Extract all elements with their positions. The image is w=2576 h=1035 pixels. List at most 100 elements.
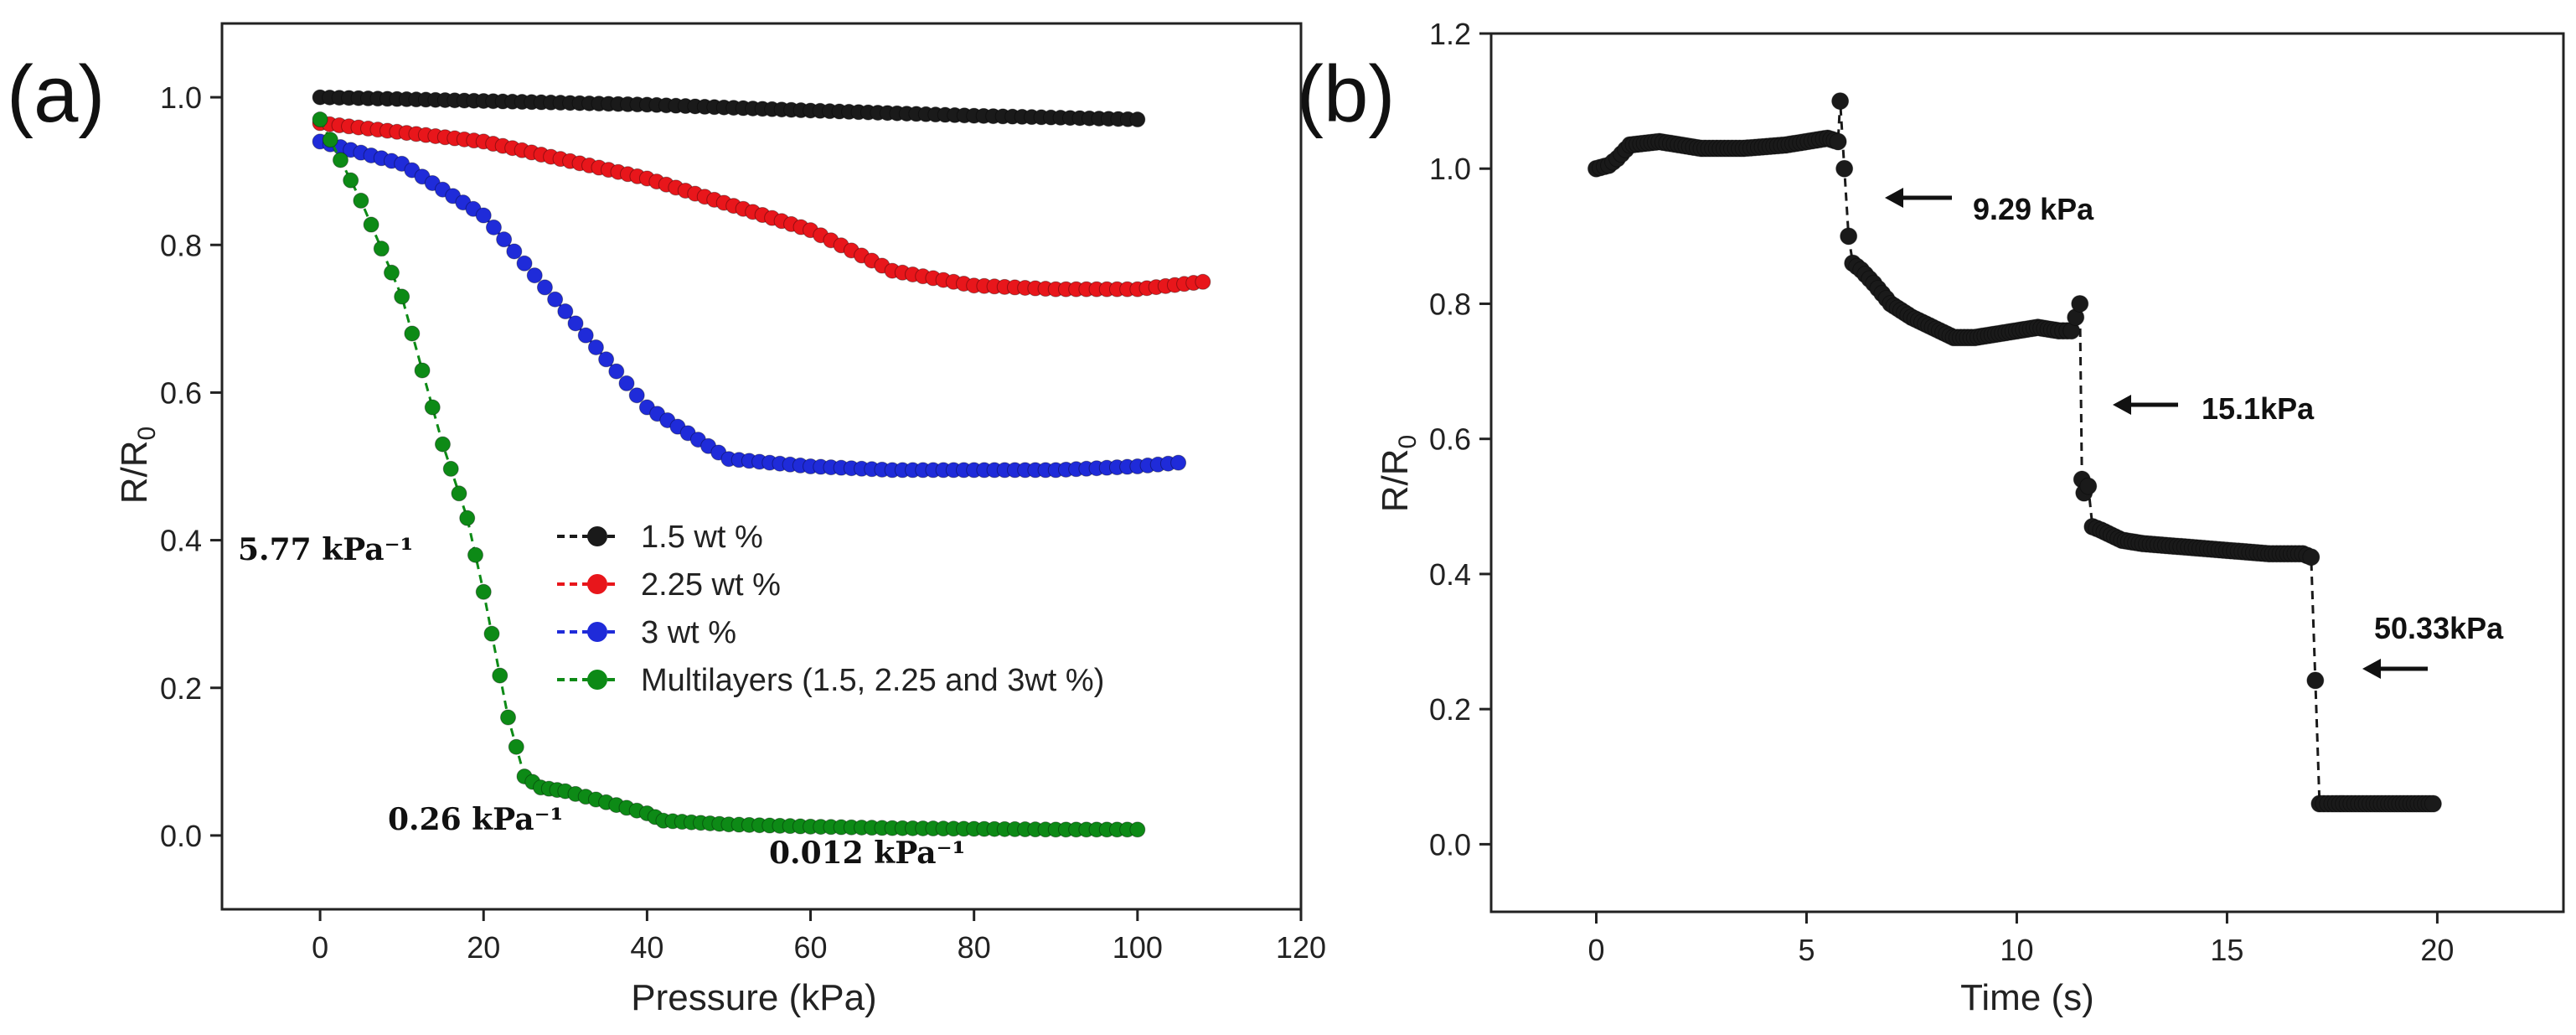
legend-label-3: Multilayers (1.5, 2.25 and 3wt %) <box>641 663 1104 698</box>
legend-marker-1 <box>587 574 607 594</box>
x-tick-label: 10 <box>2000 933 2033 967</box>
data-point <box>475 583 492 600</box>
y-tick-label: 0.4 <box>160 524 202 558</box>
data-point <box>485 219 502 235</box>
data-point <box>567 315 584 332</box>
data-point <box>434 436 451 453</box>
annotation-slope-3: 0.012 kPa⁻¹ <box>769 836 965 871</box>
data-point <box>2424 794 2442 813</box>
annotation-15-1: 15.1kPa <box>2202 391 2315 426</box>
x-tick-label: 40 <box>630 930 663 965</box>
data-point <box>536 279 553 296</box>
x-tick-label: 5 <box>1798 933 1815 967</box>
legend-label-1: 2.25 wt % <box>641 567 781 603</box>
data-point <box>394 288 410 305</box>
data-point <box>506 243 523 260</box>
data-point <box>1129 111 1146 128</box>
arrow-15-1 <box>2113 395 2178 415</box>
data-point <box>404 325 421 342</box>
panel-a-frame <box>220 22 1303 911</box>
data-point <box>424 399 441 416</box>
data-point <box>1170 454 1187 471</box>
data-point <box>1129 821 1146 838</box>
data-point <box>577 327 594 344</box>
data-point <box>598 351 615 368</box>
legend-marker-2 <box>587 622 607 642</box>
data-point <box>332 152 348 168</box>
panel-a: (a) 0 20 40 60 80 100 120 0.0 0.2 0.4 0.6 0.8 1.0 Pr… <box>7 22 1326 1018</box>
y-tick-label: 0.4 <box>1429 557 1471 592</box>
y-tick-label: 1.0 <box>160 80 202 115</box>
data-point <box>496 231 513 248</box>
data-point <box>363 216 379 233</box>
data-point <box>608 363 625 380</box>
x-tick-label: 100 <box>1112 930 1163 965</box>
panel-a-ticks: 0 20 40 60 80 100 120 0.0 0.2 0.4 0.6 0.8 1.0 <box>160 80 1326 965</box>
data-point <box>492 667 508 684</box>
data-point <box>500 709 517 726</box>
y-tick-label: 0.2 <box>160 671 202 706</box>
data-point <box>1840 227 1858 246</box>
y-tick-label: 0.8 <box>160 228 202 262</box>
legend-marker-3 <box>587 670 607 690</box>
data-point <box>2306 671 2325 690</box>
data-point <box>1829 132 1847 151</box>
data-point <box>475 207 492 224</box>
data-point <box>618 375 635 391</box>
x-tick-label: 20 <box>467 930 500 965</box>
data-point <box>483 625 500 642</box>
y-tick-label: 1.2 <box>1429 17 1471 51</box>
x-tick-label: 20 <box>2420 933 2454 967</box>
x-tick-label: 15 <box>2210 933 2243 967</box>
annotation-9-29: 9.29 kPa <box>1973 192 2094 226</box>
y-tick-label: 0.6 <box>160 375 202 410</box>
legend-label-0: 1.5 wt % <box>641 520 763 555</box>
arrow-50-33 <box>2362 659 2428 679</box>
data-point <box>442 460 459 477</box>
x-tick-label: 60 <box>794 930 828 965</box>
panel-a-series <box>312 89 1211 838</box>
panel-b-ylabel: R/R0 <box>1375 435 1422 512</box>
data-point <box>383 264 400 281</box>
data-point <box>467 546 483 563</box>
data-point <box>2079 477 2098 495</box>
legend-label-2: 3 wt % <box>641 615 736 650</box>
arrow-9-29 <box>1885 188 1952 208</box>
data-point <box>1831 92 1850 111</box>
data-point <box>557 303 574 320</box>
data-point <box>587 339 604 355</box>
data-point <box>508 738 524 755</box>
y-tick-label: 0.0 <box>160 819 202 853</box>
data-point <box>2071 294 2089 313</box>
data-point <box>414 362 431 379</box>
data-point <box>1195 273 1211 290</box>
data-point <box>312 111 328 128</box>
series-line-1 <box>319 122 1204 291</box>
panel-b-ticks: 0 5 10 15 20 0.0 0.2 0.4 0.6 0.8 1.0 1.2 <box>1429 17 2454 967</box>
data-point <box>451 485 467 502</box>
panel-b-series <box>1587 92 2442 813</box>
data-point <box>547 291 564 308</box>
data-point <box>1835 159 1854 178</box>
y-tick-label: 1.0 <box>1429 152 1471 186</box>
data-point <box>459 510 476 526</box>
panel-a-legend: 1.5 wt % 2.25 wt % 3 wt % Multilayers (1.5,… <box>557 520 1104 698</box>
panel-a-ylabel: R/R0 <box>114 427 161 504</box>
annotation-slope-1: 5.77 kPa⁻¹ <box>238 532 413 567</box>
data-point <box>628 387 645 404</box>
data-point <box>343 172 359 189</box>
x-tick-label: 120 <box>1276 930 1326 965</box>
panel-a-label: (a) <box>7 49 105 139</box>
x-tick-label: 80 <box>958 930 991 965</box>
panel-b-xlabel: Time (s) <box>1960 977 2094 1018</box>
data-point <box>516 255 533 272</box>
x-tick-label: 0 <box>312 930 328 965</box>
panel-b-label: (b) <box>1297 49 1395 139</box>
data-point <box>526 267 543 284</box>
y-tick-label: 0.2 <box>1429 692 1471 727</box>
data-point <box>373 241 390 257</box>
data-point <box>322 132 338 148</box>
y-tick-label: 0.8 <box>1429 287 1471 321</box>
y-tick-label: 0.0 <box>1429 827 1471 862</box>
